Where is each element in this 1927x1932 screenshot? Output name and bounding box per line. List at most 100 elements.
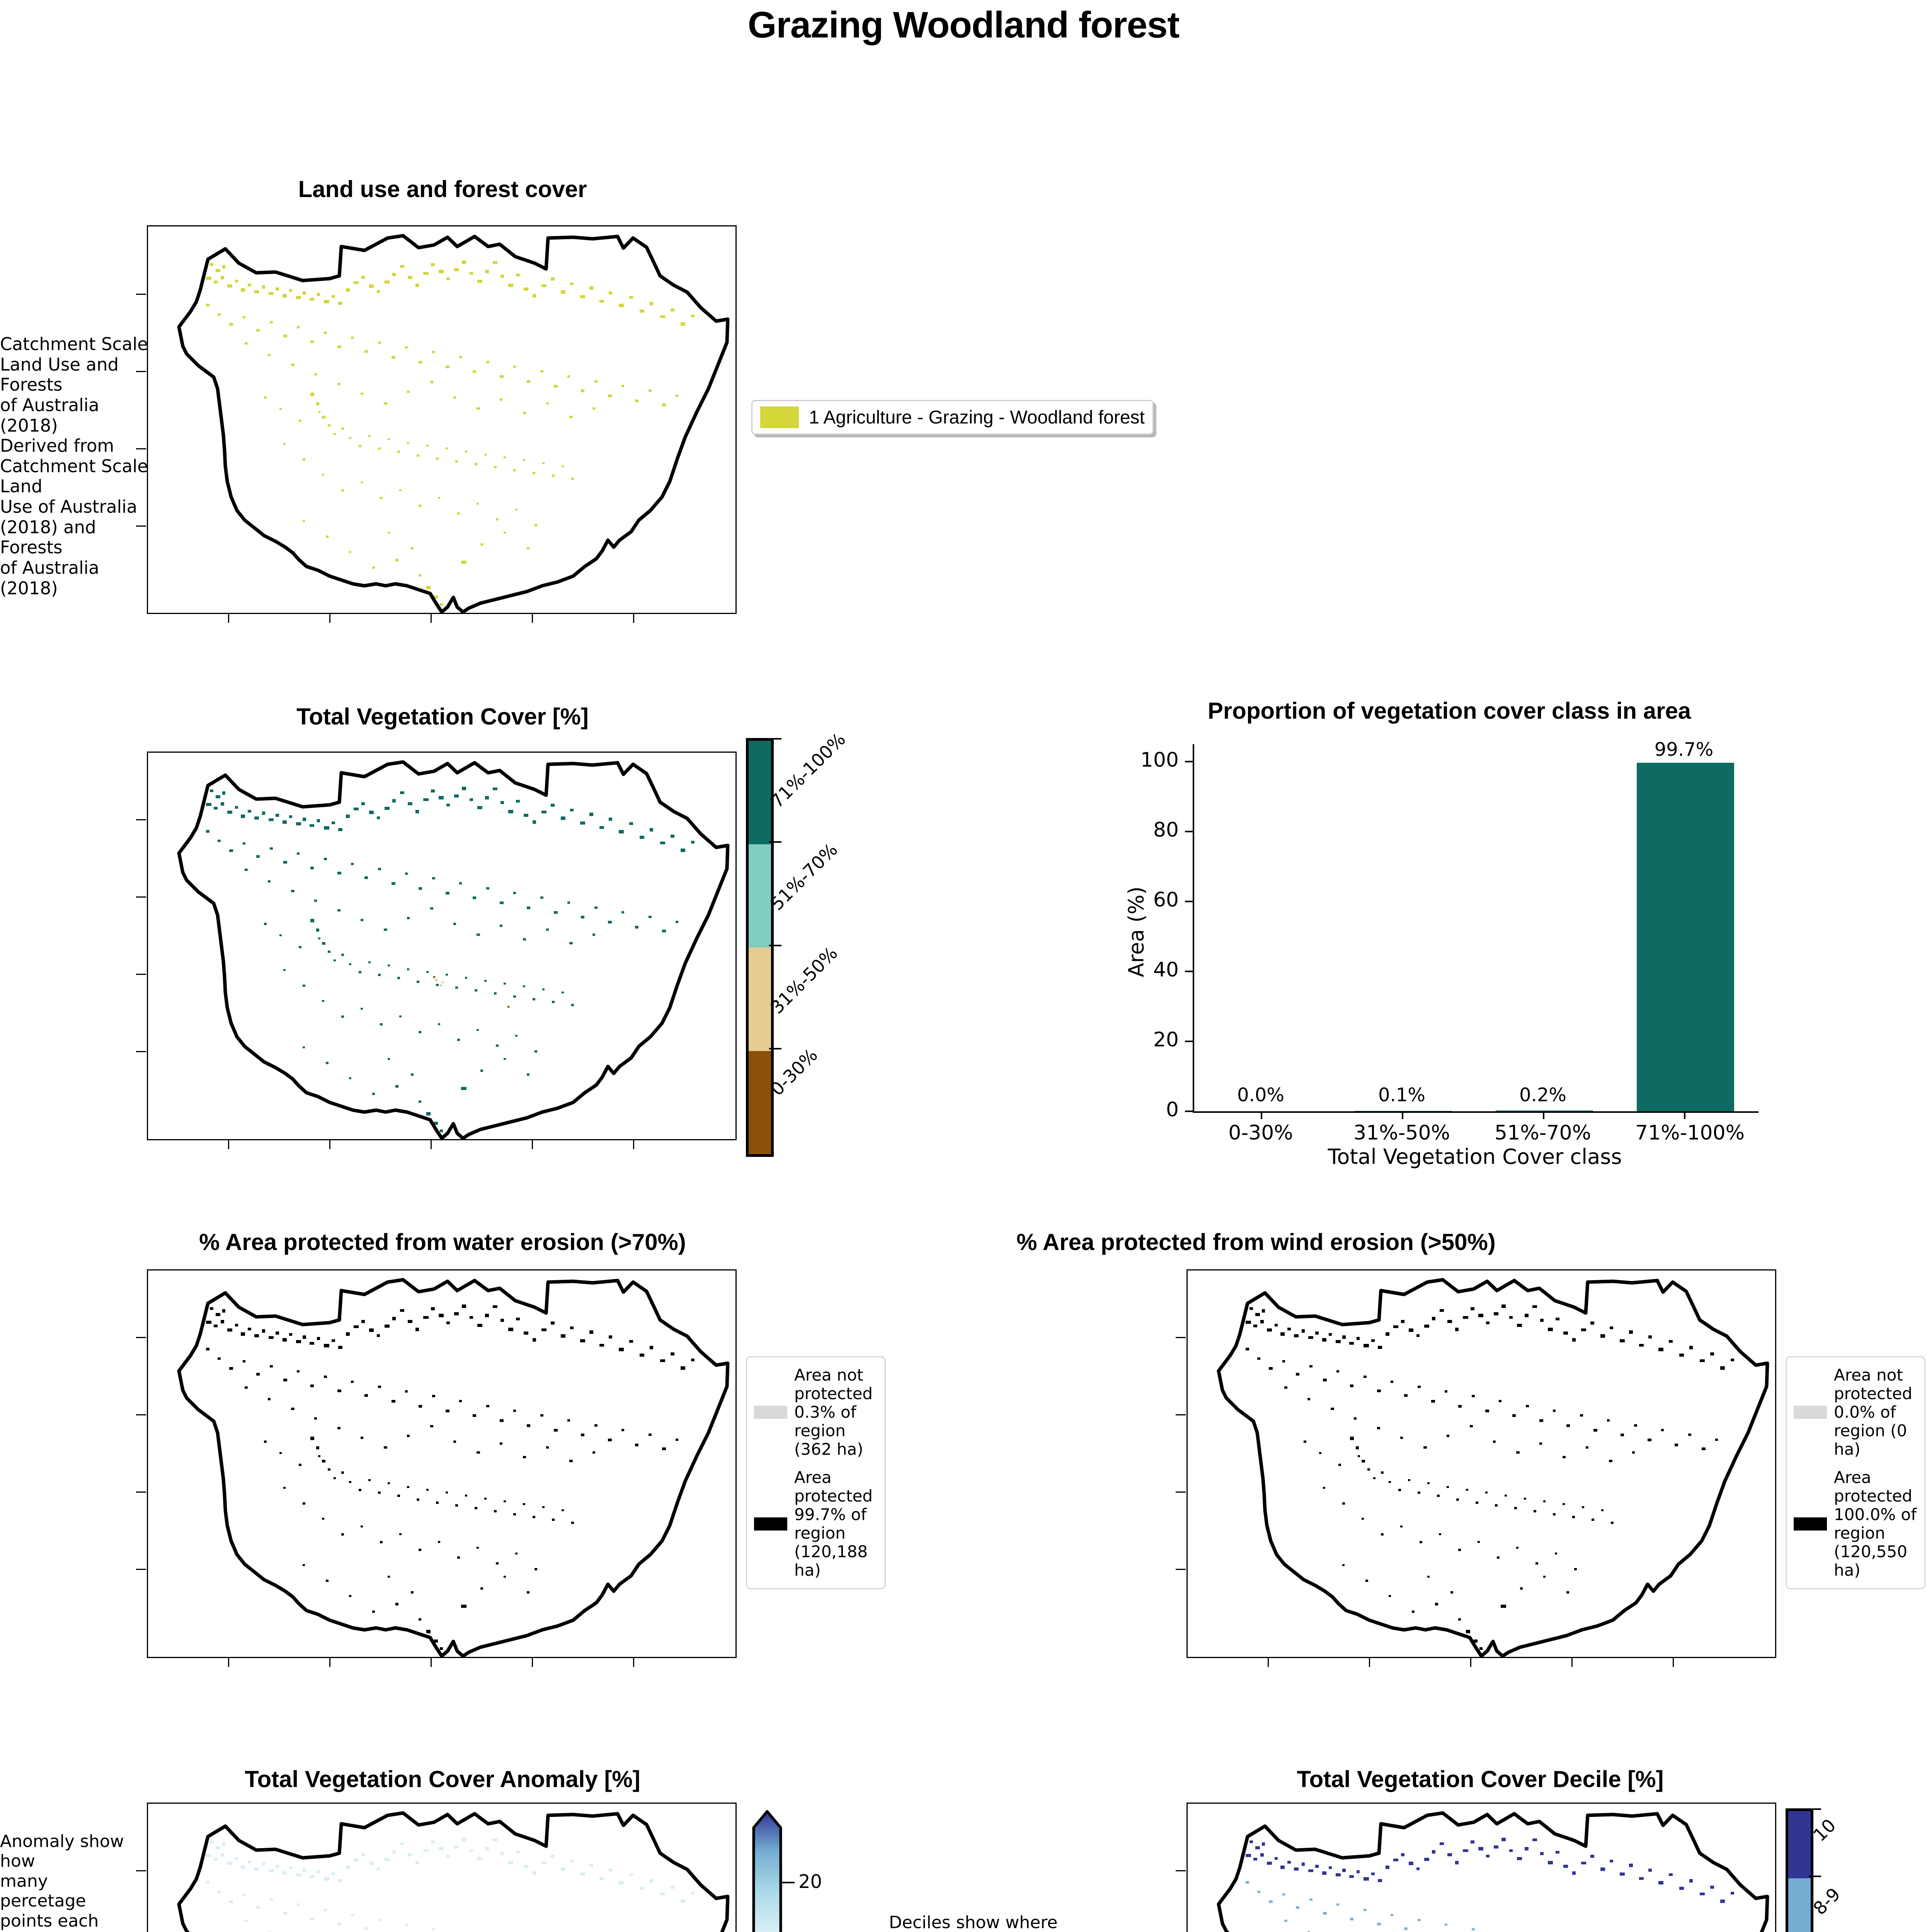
y-tick-mark — [1185, 971, 1193, 972]
colorbar-segment-8-9 — [1788, 1878, 1811, 1932]
map-tick — [136, 1051, 146, 1052]
wind-erosion-panel-title: % Area protected from wind erosion (>50%… — [1016, 1229, 1496, 1255]
land-use-legend[interactable]: 1 Agriculture - Grazing - Woodland fores… — [751, 400, 1154, 435]
water-erosion-legend[interactable]: Area not protected 0.3% of region (362 h… — [746, 1356, 886, 1589]
water-erosion-panel-title: % Area protected from water erosion (>70… — [199, 1229, 686, 1255]
colorbar-label-20: 20 — [798, 1871, 822, 1893]
legend-swatch-protected — [1794, 1517, 1827, 1531]
map-tick — [136, 896, 146, 898]
legend-text-not-protected: Area not protected 0.3% of region (362 h… — [794, 1366, 873, 1459]
map-tick — [136, 1414, 146, 1415]
land-use-panel-title: Land use and forest cover — [298, 176, 587, 202]
legend-row-not-protected: Area not protected 0.0% of region (0 ha) — [1794, 1366, 1917, 1458]
y-tick-label-60: 60 — [1153, 888, 1179, 912]
map-tick — [1268, 1657, 1269, 1667]
bar-value-0-30: 0.0% — [1237, 1084, 1284, 1106]
map-tick — [136, 819, 146, 820]
map-tick — [136, 1492, 146, 1493]
map-tick — [136, 1337, 146, 1338]
map-tick — [1470, 1657, 1471, 1667]
map-tick — [329, 613, 330, 623]
anomaly-map[interactable] — [147, 1803, 737, 1932]
legend-swatch-protected — [754, 1517, 787, 1531]
map-tick — [1176, 1492, 1186, 1493]
map-tick — [136, 526, 146, 527]
legend-text-not-protected: Area not protected 0.0% of region (0 ha) — [1834, 1366, 1913, 1459]
bar-chart-xlabel: Total Vegetation Cover class — [1328, 1145, 1622, 1169]
colorbar-label-71-100: 71%-100% — [766, 728, 850, 812]
y-tick-mark — [1185, 901, 1193, 902]
decile-panel-title: Total Vegetation Cover Decile [%] — [1297, 1766, 1664, 1792]
x-tick-label-31-50: 31%-50% — [1353, 1121, 1450, 1145]
map-tick — [329, 1657, 330, 1667]
y-tick-label-80: 80 — [1153, 818, 1179, 842]
anomaly-panel-title: Total Vegetation Cover Anomaly [%] — [245, 1766, 640, 1792]
map-tick — [136, 1870, 146, 1871]
bar-value-31-50: 0.1% — [1378, 1084, 1425, 1106]
map-tick — [532, 1139, 533, 1149]
map-tick — [1369, 1657, 1370, 1667]
map-tick — [136, 1569, 146, 1570]
colorbar-segment-31-50 — [749, 947, 771, 1051]
y-tick-mark — [1185, 761, 1193, 762]
map-tick — [228, 1139, 229, 1149]
land-use-map[interactable] — [147, 225, 737, 614]
map-tick — [136, 294, 146, 295]
map-tick — [633, 1657, 634, 1667]
land-use-legend-swatch — [760, 406, 799, 428]
map-tick — [633, 1139, 634, 1149]
bar-chart-plot-area — [1193, 744, 1758, 1113]
colorbar-tick — [769, 945, 781, 946]
bar-71-100[interactable] — [1637, 762, 1734, 1111]
veg-cover-colorbar — [746, 738, 774, 1157]
wind-erosion-legend[interactable]: Area not protected 0.0% of region (0 ha)… — [1786, 1356, 1925, 1589]
colorbar-label-0-30: 0-30% — [766, 1044, 822, 1100]
page-title: Grazing Woodland forest — [747, 4, 1180, 46]
map-tick — [329, 1139, 330, 1149]
colorbar-label-31-50: 31%-50% — [766, 942, 842, 1018]
colorbar-tick — [1809, 1876, 1821, 1877]
map-tick — [136, 974, 146, 975]
y-tick-label-40: 40 — [1153, 958, 1179, 981]
veg-proportion-chart-title: Proportion of vegetation cover class in … — [1207, 698, 1691, 724]
colorbar-tick — [769, 1048, 781, 1049]
colorbar-segment-0-30 — [749, 1051, 771, 1154]
veg-cover-map[interactable] — [147, 752, 737, 1140]
map-tick — [228, 1657, 229, 1667]
decile-colorbar — [1786, 1808, 1813, 1932]
land-use-source-note: Catchment Scale Land Use and Forests of … — [0, 334, 148, 599]
map-tick — [532, 613, 533, 623]
colorbar-segment-71-100 — [749, 741, 771, 844]
map-tick — [1176, 1569, 1186, 1570]
x-tick-label-51-70: 51%-70% — [1495, 1121, 1591, 1145]
anomaly-note: Anomaly show how many percetage points e… — [0, 1832, 124, 1932]
map-tick — [136, 448, 146, 449]
x-tick-label-0-30: 0-30% — [1228, 1121, 1293, 1145]
legend-swatch-not-protected — [754, 1405, 787, 1419]
map-tick — [431, 613, 432, 623]
legend-swatch-not-protected — [1794, 1405, 1827, 1419]
x-tick-mark — [1402, 1111, 1403, 1119]
y-tick-mark — [1185, 1111, 1193, 1112]
map-tick — [136, 371, 146, 372]
x-tick-mark — [1684, 1111, 1685, 1119]
colorbar-label-8-9: 8-9 — [1809, 1883, 1845, 1919]
veg-proportion-chart[interactable]: Area (%) 0.0% 0.1% 0.2% 99.7% 0 20 40 60… — [1121, 734, 1778, 1169]
y-tick-label-100: 100 — [1140, 748, 1179, 772]
colorbar-label-51-70: 51%-70% — [766, 839, 842, 915]
map-tick — [228, 613, 229, 623]
y-tick-mark — [1185, 831, 1193, 832]
land-use-legend-label: 1 Agriculture - Grazing - Woodland fores… — [809, 407, 1145, 428]
map-tick — [1176, 1414, 1186, 1415]
y-tick-label-20: 20 — [1153, 1028, 1179, 1051]
veg-cover-panel-title: Total Vegetation Cover [%] — [296, 704, 589, 730]
map-tick — [431, 1139, 432, 1149]
legend-row-protected: Area protected 99.7% of region (120,188 … — [754, 1468, 878, 1579]
decile-map[interactable] — [1187, 1803, 1776, 1932]
water-erosion-map[interactable] — [147, 1269, 737, 1658]
map-tick — [1176, 1870, 1186, 1871]
x-tick-mark — [1543, 1111, 1544, 1119]
wind-erosion-map[interactable] — [1187, 1269, 1776, 1658]
anomaly-colorbar: 20 10 0 −10 −20 — [746, 1808, 862, 1932]
decile-note: Deciles show where the pixel value lies … — [889, 1913, 1058, 1932]
